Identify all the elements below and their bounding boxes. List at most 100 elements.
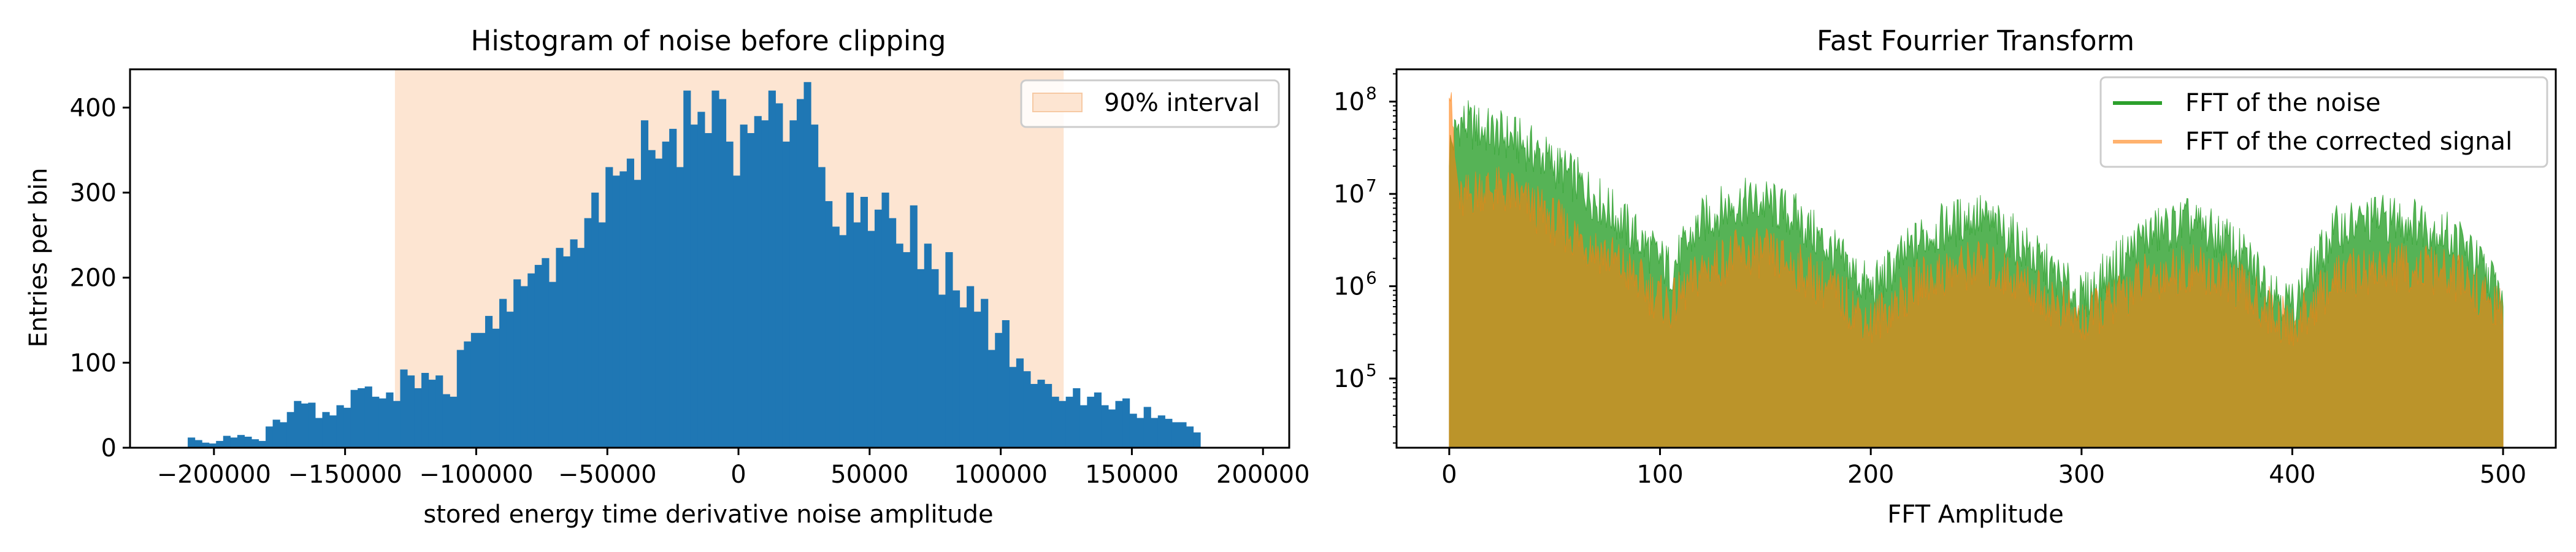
histogram-bar <box>216 440 224 448</box>
histogram-bar <box>825 201 833 448</box>
histogram-bar <box>584 218 592 448</box>
fft-x-tick-label: 500 <box>2480 461 2526 489</box>
histogram-bar <box>1193 432 1201 448</box>
histogram-bar <box>910 205 918 448</box>
histogram-bar <box>704 132 713 448</box>
histogram-bar <box>280 422 288 448</box>
histogram-bar <box>435 375 443 448</box>
histogram-bar <box>1137 418 1144 448</box>
histogram-bar <box>860 196 868 448</box>
histogram-bar <box>400 369 408 448</box>
histogram-bar <box>456 350 464 448</box>
histogram-bar <box>889 218 897 448</box>
histogram-bar <box>634 180 642 448</box>
fft-legend: FFT of the noise FFT of the corrected si… <box>2099 76 2548 168</box>
histogram-x-tick-label: 200000 <box>1216 461 1310 489</box>
histogram-x-ticks: −200000 −150000 −100000 −50000 0 50000 100000 1… <box>157 448 1310 489</box>
histogram-bar <box>612 175 620 448</box>
histogram-y-tick-label: 100 <box>70 349 117 377</box>
histogram-bar <box>655 158 663 448</box>
histogram-bar <box>1073 388 1081 448</box>
fft-y-tick-exponent: 8 <box>1366 83 1377 104</box>
histogram-bar <box>1065 396 1073 448</box>
histogram-bar <box>336 405 344 448</box>
histogram-bar <box>881 193 889 448</box>
histogram-y-ticks: 0 100 200 300 400 <box>70 94 130 462</box>
histogram-bar <box>527 273 535 448</box>
histogram-bar <box>711 90 719 448</box>
histogram-bar <box>818 167 826 448</box>
legend-label-fft-noise: FFT of the noise <box>2185 89 2380 117</box>
histogram-title: Histogram of noise before clipping <box>471 25 946 57</box>
histogram-bar <box>952 290 960 448</box>
histogram-bar <box>832 226 840 448</box>
histogram-bar <box>789 120 797 448</box>
histogram-bar <box>329 415 337 448</box>
histogram-panel: Histogram of noise before clipping −2000… <box>25 25 1310 529</box>
fft-title: Fast Fourrier Transform <box>1817 25 2134 57</box>
histogram-bar <box>1157 415 1165 448</box>
fft-y-tick-label: 10 <box>1333 273 1365 301</box>
histogram-bar <box>378 398 386 448</box>
histogram-bar <box>1079 405 1087 448</box>
histogram-bar <box>924 243 932 448</box>
histogram-bar <box>386 392 394 448</box>
histogram-bar <box>1009 367 1017 448</box>
histogram-bar <box>308 402 316 448</box>
histogram-bar <box>754 116 762 448</box>
histogram-bar <box>301 403 309 448</box>
histogram-bar <box>188 437 196 448</box>
histogram-bar <box>1101 405 1109 448</box>
histogram-bar <box>605 167 613 448</box>
histogram-bar <box>1094 392 1102 448</box>
histogram-bar <box>1122 398 1130 448</box>
fft-panel: Fast Fourrier Transform 0 100 200 300 400 500… <box>1333 25 2557 529</box>
histogram-bar <box>846 193 854 448</box>
histogram-bar <box>358 388 366 448</box>
histogram-bar <box>690 125 698 448</box>
histogram-bar <box>1059 401 1067 448</box>
fft-plot-area <box>1449 92 2504 448</box>
fft-y-tick-exponent: 5 <box>1366 360 1377 380</box>
histogram-bar <box>945 252 953 448</box>
histogram-y-tick-label: 0 <box>101 434 117 462</box>
histogram-bar <box>492 328 500 448</box>
histogram-bar <box>669 129 677 448</box>
histogram-bar <box>202 442 210 448</box>
histogram-bar <box>577 248 585 448</box>
histogram-bar <box>718 99 727 448</box>
histogram-bar <box>548 282 557 448</box>
histogram-bar <box>286 412 294 448</box>
histogram-bar <box>1087 396 1095 448</box>
histogram-x-tick-label: −200000 <box>157 461 271 489</box>
histogram-bar <box>556 248 564 448</box>
histogram-bar <box>513 279 521 448</box>
histogram-bar <box>981 299 989 448</box>
histogram-bar <box>562 256 571 448</box>
histogram-bar <box>470 332 479 448</box>
fft-y-tick-exponent: 7 <box>1366 175 1377 196</box>
histogram-bar <box>619 171 627 448</box>
histogram-bar <box>1143 407 1151 448</box>
histogram-bar <box>917 269 925 448</box>
histogram-bar <box>1186 426 1194 448</box>
histogram-bar <box>967 286 975 448</box>
histogram-bar <box>662 141 670 448</box>
histogram-bar <box>266 426 274 448</box>
legend-label-fft-corrected: FFT of the corrected signal <box>2185 128 2512 156</box>
histogram-bar <box>626 158 635 448</box>
histogram-bar <box>768 90 776 448</box>
histogram-bar <box>938 294 946 448</box>
histogram-bar <box>570 239 578 448</box>
histogram-bar <box>733 175 741 448</box>
histogram-bar <box>796 99 805 448</box>
histogram-bar <box>740 125 748 448</box>
fft-x-ticks: 0 100 200 300 400 500 <box>1441 448 2526 489</box>
histogram-bar <box>322 412 330 448</box>
histogram-x-tick-label: 150000 <box>1085 461 1179 489</box>
histogram-x-tick-label: −50000 <box>558 461 657 489</box>
histogram-bar <box>364 386 372 448</box>
histogram-bar <box>534 264 542 448</box>
histogram-bar <box>747 132 755 448</box>
fft-y-tick-exponent: 6 <box>1366 268 1377 288</box>
